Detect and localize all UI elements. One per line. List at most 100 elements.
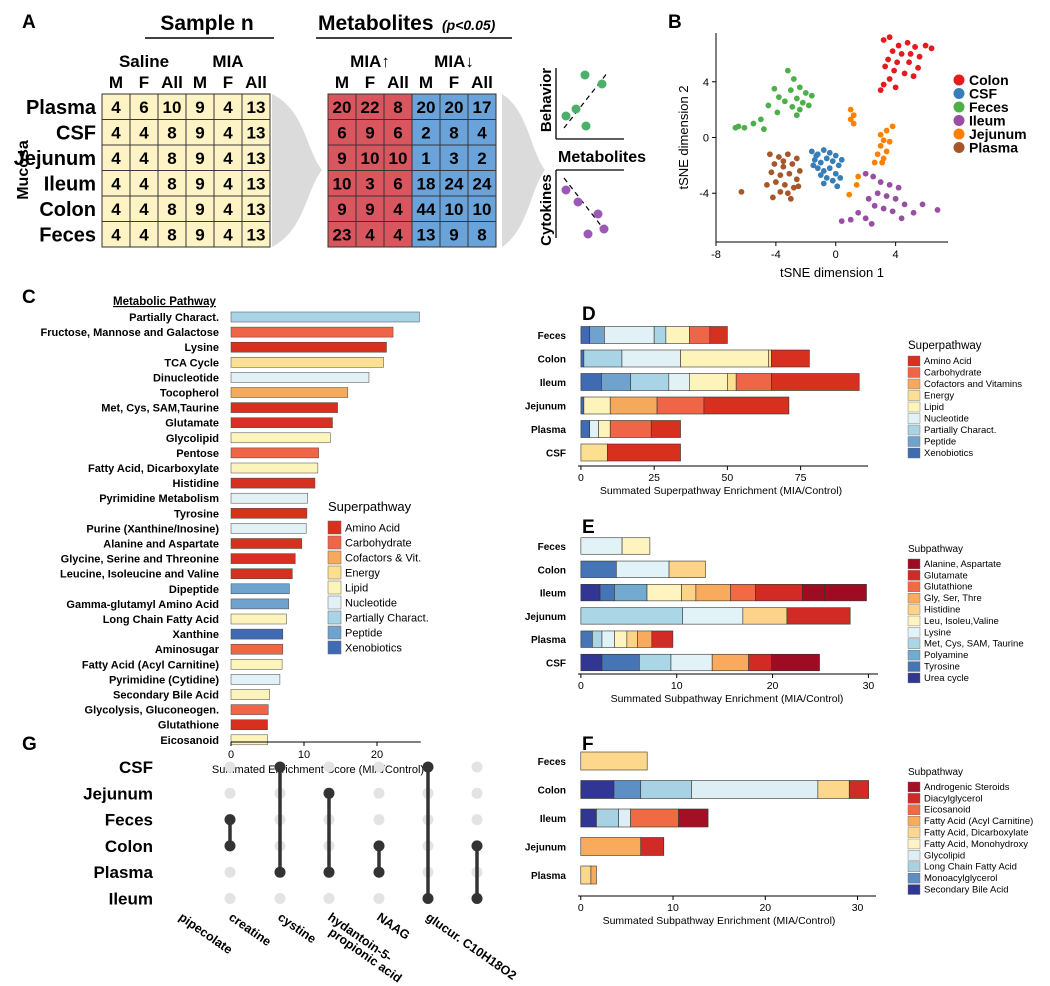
tsne-point-csf (813, 152, 820, 159)
legend-label-ileum: Ileum (969, 113, 1006, 129)
bar-glutathione (230, 719, 268, 730)
category-label: Xanthine (173, 629, 219, 641)
legend-dot-feces (953, 101, 965, 113)
mini-dot-purple (593, 209, 603, 219)
legend-dot-ileum (953, 115, 965, 126)
tsne-point-csf (835, 162, 842, 169)
segment-csf-energy (580, 443, 608, 462)
tsne-point-plasma (738, 188, 745, 195)
set-dot-creatine (274, 866, 286, 878)
tsne-point-feces (796, 84, 803, 91)
category-label: Eicosanoid (160, 735, 219, 747)
sample-table-cell (241, 221, 271, 248)
tsne-point-csf (838, 156, 845, 163)
sample-table-value: 13 (247, 225, 266, 244)
x-tick-label: -8 (711, 249, 721, 261)
segment-ileum-peptide (601, 373, 632, 391)
sample-title: Sample n (160, 12, 253, 35)
metab-down-table-value: 9 (449, 225, 458, 244)
mini-dot-green (581, 121, 591, 131)
matrix-dot (471, 787, 483, 799)
sample-table-value: 13 (247, 174, 266, 193)
category-label: Pentose (176, 448, 219, 460)
tsne-point-colon (922, 42, 929, 49)
tsne-point-csf (826, 165, 833, 172)
segment-feces-partially-charact (653, 326, 667, 344)
metab-down-table-value: 24 (473, 174, 492, 193)
legend-label-plasma: Plasma (969, 140, 1018, 156)
x-axis-label: Summated Superpathway Enrichment (MIA/Co… (600, 485, 842, 497)
legend-swatch-partially-charact (907, 424, 921, 436)
tsne-point-plasma (766, 151, 773, 158)
tsne-point-colon (880, 81, 887, 88)
tsne-point-colon (906, 59, 912, 66)
legend-label-fatty-acid-acyl-carnitine: Fatty Acid (Acyl Carnitine) (924, 816, 1033, 827)
matrix-dot (373, 893, 385, 904)
segment-colon-lysine (616, 560, 670, 578)
category-label: Aminosugar (155, 644, 220, 656)
bar-dinucleotide (230, 372, 370, 383)
segment-feces-amino-acid (709, 326, 728, 344)
tsne-point-jejunum (877, 131, 884, 138)
metab-up-table-value: 23 (333, 225, 352, 244)
tsne-point-jejunum (871, 159, 878, 166)
x-tick-label: 10 (298, 749, 310, 761)
bar-lysine (230, 341, 387, 353)
segment-csf-gly-ser-thre (711, 653, 749, 672)
metab-down-table-value: 17 (473, 98, 492, 117)
category-label: Dinucleotide (153, 372, 219, 384)
legend-swatch-nucleotide (327, 595, 342, 610)
sample-table-value: 8 (167, 225, 176, 244)
legend-swatch-peptide (907, 436, 921, 447)
segment-ileum-long-chain-fatty-acid (596, 808, 619, 828)
bar-secondary-bile-acid (230, 689, 270, 700)
bar-histidine (230, 477, 316, 489)
sample-col-header: M (109, 73, 123, 92)
legend-label-nucleotide: Nucleotide (345, 598, 397, 610)
category-label: Colon (538, 786, 566, 797)
bar-fatty-acid-acyl-carnitine (230, 659, 283, 670)
tsne-point-colon (894, 59, 901, 66)
segment-plasma-xenobiotics (580, 420, 591, 438)
x-tick-label: 75 (795, 472, 807, 484)
tsne-point-colon (877, 87, 884, 94)
segment-ileum-partially-charact (630, 373, 670, 391)
sample-table-value: 4 (111, 149, 121, 168)
tsne-point-jejunum (886, 138, 893, 145)
matrix-dot (373, 787, 385, 799)
tsne-point-feces (771, 85, 778, 92)
tsne-point-ileum (892, 195, 899, 202)
sample-table-value: 4 (139, 149, 149, 168)
tsne-point-plasma (777, 188, 784, 195)
sample-col-header: M (193, 73, 207, 92)
sample-table-value: 4 (139, 225, 149, 244)
tsne-point-colon (895, 42, 902, 49)
cytokines-label: Cytokines (538, 174, 555, 246)
tsne-point-csf (826, 149, 833, 156)
segment-colon-nucleotide (621, 349, 681, 368)
legend-label-polyamine: Polyamine (924, 650, 968, 661)
matrix-dot (224, 787, 236, 799)
segment-csf-lysine (670, 653, 713, 672)
matrix-dot (373, 761, 385, 773)
tsne-point-jejunum (879, 159, 886, 166)
tsne-point-ileum (877, 179, 884, 185)
segment-ileum-lipid (689, 373, 728, 391)
category-label: Purine (Xanthine/Inosine) (86, 523, 219, 535)
matrix-dot (471, 761, 483, 773)
panel-label-d: D (582, 304, 596, 325)
legend-swatch-urea-cycle (907, 672, 921, 684)
category-label: Jejunum (525, 612, 566, 623)
panel-label-b: B (668, 12, 682, 33)
set-row-label-csf: CSF (119, 758, 153, 777)
segment-ileum-carbohydrate (735, 373, 772, 391)
legend-label-lysine: Lysine (924, 627, 951, 638)
x-tick-label: 20 (371, 749, 383, 761)
x-axis-label: Summated Enrichment Score (MIA/Control) (212, 764, 424, 776)
sample-table-value: 8 (167, 174, 176, 193)
legend-swatch-monoacylglycerol (907, 873, 921, 884)
category-label: Long Chain Fatty Acid (103, 614, 219, 626)
y-tick-label: 4 (703, 77, 709, 89)
x-tick-label: -4 (771, 249, 781, 261)
